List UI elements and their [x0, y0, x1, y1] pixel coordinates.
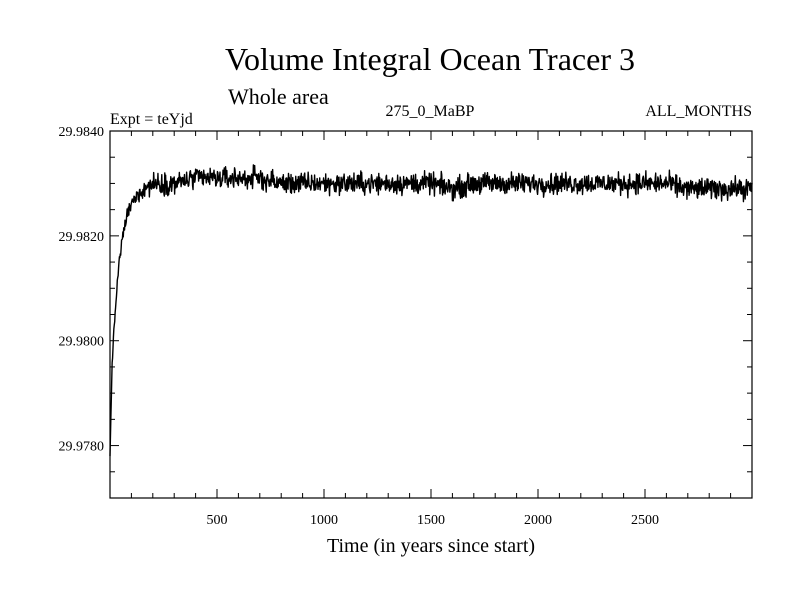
series-line — [109, 164, 753, 457]
experiment-label: Expt = teYjd — [110, 111, 193, 128]
x-axis-label: Time (in years since start) — [327, 535, 535, 557]
period-label: 275_0_MaBP — [386, 103, 475, 120]
y-tick-label: 29.9780 — [59, 440, 105, 455]
chart-subtitle: Whole area — [228, 84, 329, 109]
y-tick-label: 29.9800 — [59, 335, 105, 350]
y-tick-label: 29.9820 — [59, 230, 105, 245]
axis-tick-labels: 500 1000 1500 2000 2500 29.9780 29.9800 29.9820… — [59, 125, 660, 528]
axis-ticks — [110, 130, 752, 499]
series-group — [109, 164, 753, 457]
y-tick-label: 29.9840 — [59, 125, 105, 140]
x-tick-label: 1500 — [417, 513, 445, 528]
x-tick-label: 2000 — [524, 513, 552, 528]
chart-title: Volume Integral Ocean Tracer 3 — [225, 41, 635, 77]
x-tick-label: 2500 — [631, 513, 659, 528]
x-tick-label: 500 — [207, 513, 228, 528]
months-label: ALL_MONTHS — [645, 103, 752, 120]
x-tick-label: 1000 — [310, 513, 338, 528]
